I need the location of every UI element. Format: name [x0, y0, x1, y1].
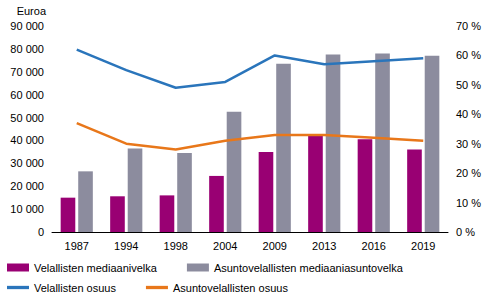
svg-text:2019: 2019 [411, 240, 435, 252]
svg-text:90 000: 90 000 [10, 20, 44, 32]
svg-text:1994: 1994 [114, 240, 138, 252]
svg-text:Euroa: Euroa [17, 5, 47, 17]
svg-text:1998: 1998 [164, 240, 188, 252]
svg-text:20 %: 20 % [456, 167, 481, 179]
svg-text:80 000: 80 000 [10, 43, 44, 55]
svg-text:10 %: 10 % [456, 197, 481, 209]
svg-text:40 %: 40 % [456, 108, 481, 120]
svg-text:20 000: 20 000 [10, 180, 44, 192]
svg-text:50 000: 50 000 [10, 112, 44, 124]
svg-text:0 %: 0 % [456, 226, 475, 238]
svg-text:50 %: 50 % [456, 79, 481, 91]
svg-text:Asuntovelallisten mediaaniasun: Asuntovelallisten mediaaniasuntovelka [214, 262, 404, 274]
svg-text:2004: 2004 [213, 240, 237, 252]
svg-text:0: 0 [38, 226, 44, 238]
svg-text:1987: 1987 [65, 240, 89, 252]
svg-text:70 %: 70 % [456, 20, 481, 32]
svg-text:70 000: 70 000 [10, 66, 44, 78]
svg-text:40 000: 40 000 [10, 134, 44, 146]
svg-text:10 000: 10 000 [10, 203, 44, 215]
svg-text:60 000: 60 000 [10, 89, 44, 101]
svg-text:Asuntovelallisten osuus: Asuntovelallisten osuus [173, 282, 288, 294]
svg-text:Velallisten osuus: Velallisten osuus [34, 282, 116, 294]
svg-text:2013: 2013 [312, 240, 336, 252]
svg-text:2016: 2016 [362, 240, 386, 252]
svg-text:30 %: 30 % [456, 138, 481, 150]
svg-text:60 %: 60 % [456, 49, 481, 61]
svg-text:2009: 2009 [263, 240, 287, 252]
svg-text:Velallisten mediaanivelka: Velallisten mediaanivelka [34, 262, 158, 274]
svg-text:30 000: 30 000 [10, 157, 44, 169]
